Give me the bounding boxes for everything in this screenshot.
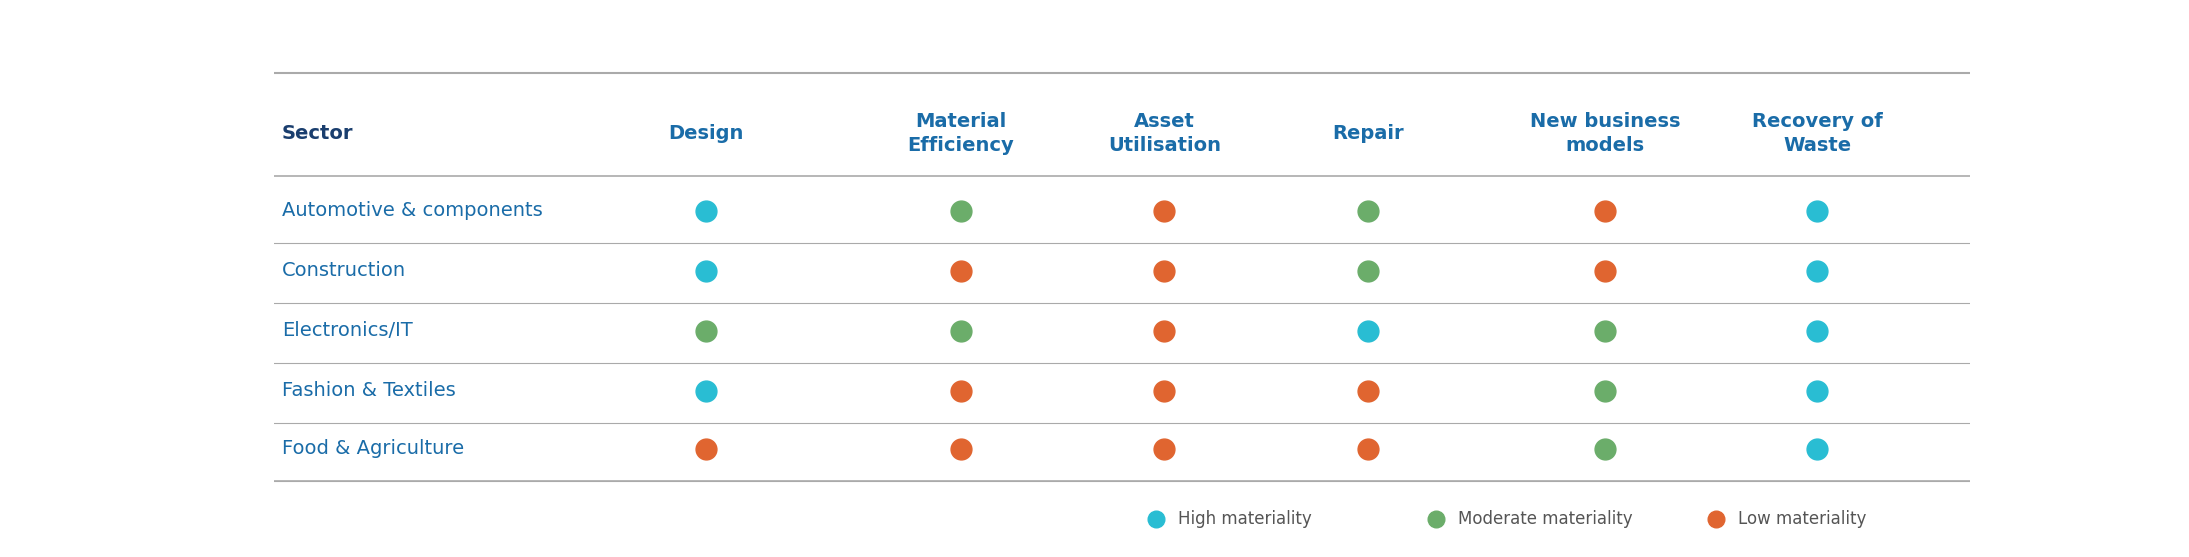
Text: Sector: Sector <box>282 124 355 143</box>
Text: Food & Agriculture: Food & Agriculture <box>282 439 464 458</box>
Text: New business
models: New business models <box>1530 112 1681 155</box>
Text: Moderate materiality: Moderate materiality <box>1458 510 1633 529</box>
Text: Electronics/IT: Electronics/IT <box>282 321 414 340</box>
Text: Design: Design <box>668 124 744 143</box>
Text: Fashion & Textiles: Fashion & Textiles <box>282 381 455 400</box>
Text: Construction: Construction <box>282 261 407 280</box>
Text: Automotive & components: Automotive & components <box>282 201 543 220</box>
Text: Repair: Repair <box>1333 124 1403 143</box>
Text: High materiality: High materiality <box>1178 510 1311 529</box>
Text: Low materiality: Low materiality <box>1738 510 1865 529</box>
Text: Material
Efficiency: Material Efficiency <box>906 112 1014 155</box>
Text: Recovery of
Waste: Recovery of Waste <box>1751 112 1883 155</box>
Text: Asset
Utilisation: Asset Utilisation <box>1108 112 1221 155</box>
